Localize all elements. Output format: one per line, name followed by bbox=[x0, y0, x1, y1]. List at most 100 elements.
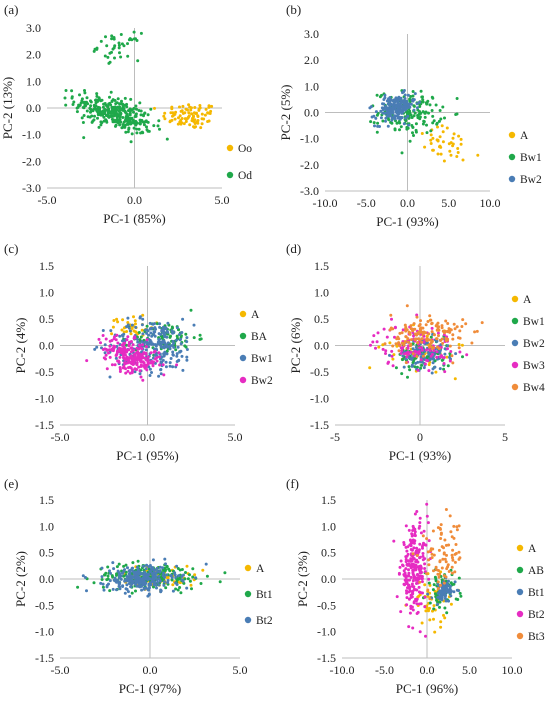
data-point bbox=[108, 339, 112, 343]
data-point bbox=[443, 593, 447, 597]
data-point bbox=[410, 532, 414, 536]
data-point bbox=[450, 535, 454, 539]
data-point bbox=[126, 42, 129, 46]
data-point bbox=[407, 352, 411, 356]
data-point bbox=[133, 335, 136, 339]
data-point bbox=[145, 125, 148, 129]
data-point bbox=[142, 123, 146, 127]
legend: A Bw1 Bw2 bbox=[508, 130, 542, 186]
x-tick-label: -5.0 bbox=[38, 193, 57, 207]
data-point bbox=[448, 355, 451, 359]
data-point bbox=[124, 343, 128, 347]
legend-item-a: A bbox=[244, 563, 265, 575]
data-point bbox=[165, 335, 169, 339]
data-point bbox=[114, 356, 118, 360]
legend-marker bbox=[516, 610, 524, 618]
data-point bbox=[428, 618, 432, 622]
data-point bbox=[162, 583, 166, 587]
data-point bbox=[369, 120, 373, 124]
data-point bbox=[96, 113, 100, 117]
data-point bbox=[431, 114, 435, 118]
data-point bbox=[430, 326, 434, 330]
data-point bbox=[149, 107, 153, 111]
data-point bbox=[140, 118, 144, 122]
data-point bbox=[115, 317, 119, 321]
data-point bbox=[116, 320, 120, 324]
data-point bbox=[92, 581, 96, 585]
data-point bbox=[156, 569, 159, 573]
data-point bbox=[145, 324, 149, 328]
data-point bbox=[420, 544, 424, 548]
data-point bbox=[409, 102, 413, 106]
data-point bbox=[441, 130, 445, 134]
data-point bbox=[386, 124, 390, 128]
data-point bbox=[175, 338, 178, 342]
data-point bbox=[189, 106, 193, 110]
data-point bbox=[133, 370, 137, 374]
data-point bbox=[442, 159, 446, 163]
data-point bbox=[185, 358, 189, 362]
data-point bbox=[142, 364, 146, 368]
data-point bbox=[98, 110, 102, 114]
data-point bbox=[180, 578, 184, 582]
legend: Oo Od bbox=[226, 143, 252, 182]
x-tick-label: -10.0 bbox=[313, 196, 338, 210]
data-point bbox=[458, 591, 462, 595]
data-point bbox=[446, 344, 450, 348]
data-point bbox=[179, 349, 183, 353]
data-point bbox=[412, 546, 416, 550]
data-point bbox=[374, 116, 378, 120]
y-axis-label: PC-2 (4%) bbox=[13, 318, 28, 374]
data-point bbox=[124, 130, 128, 134]
data-point bbox=[123, 357, 127, 361]
data-point bbox=[416, 350, 420, 354]
data-point bbox=[145, 368, 149, 372]
data-point bbox=[122, 349, 126, 353]
y-tick-label: -1.0 bbox=[310, 392, 329, 406]
data-point bbox=[404, 557, 408, 561]
data-point bbox=[428, 314, 432, 318]
data-point bbox=[404, 524, 408, 528]
series-bt3 bbox=[411, 508, 462, 601]
data-point bbox=[105, 104, 109, 108]
data-point bbox=[449, 350, 453, 353]
data-point bbox=[171, 339, 175, 343]
data-point bbox=[384, 105, 388, 109]
data-point bbox=[415, 355, 419, 358]
data-point bbox=[136, 576, 139, 580]
legend-label: Bw2 bbox=[520, 174, 542, 186]
legend-label: Bw1 bbox=[251, 353, 273, 365]
data-point bbox=[411, 552, 415, 556]
data-point bbox=[116, 105, 120, 109]
data-point bbox=[148, 321, 152, 325]
data-point bbox=[146, 587, 150, 591]
x-tick-label: -5.0 bbox=[51, 430, 70, 444]
data-point bbox=[154, 327, 157, 331]
data-point bbox=[376, 331, 380, 335]
data-point bbox=[401, 105, 405, 109]
data-point bbox=[139, 360, 143, 364]
data-point bbox=[123, 591, 127, 595]
data-point bbox=[125, 350, 129, 354]
data-point bbox=[435, 121, 439, 125]
data-point bbox=[405, 125, 409, 129]
data-point bbox=[146, 594, 150, 598]
data-point bbox=[428, 583, 432, 587]
data-point bbox=[93, 347, 97, 351]
x-tick-label: 0.0 bbox=[127, 193, 142, 207]
data-point bbox=[439, 583, 442, 587]
data-point bbox=[108, 51, 112, 55]
data-point bbox=[130, 591, 134, 595]
data-point bbox=[101, 582, 105, 586]
data-point bbox=[409, 607, 413, 610]
data-point bbox=[164, 562, 167, 566]
data-point bbox=[403, 97, 407, 100]
data-point bbox=[410, 356, 414, 360]
legend-item-bt1: Bt1 bbox=[516, 587, 545, 599]
data-point bbox=[391, 327, 395, 331]
data-point bbox=[139, 572, 143, 575]
data-point bbox=[171, 365, 175, 369]
data-point bbox=[415, 102, 419, 106]
data-point bbox=[143, 582, 147, 586]
data-point bbox=[184, 120, 188, 123]
